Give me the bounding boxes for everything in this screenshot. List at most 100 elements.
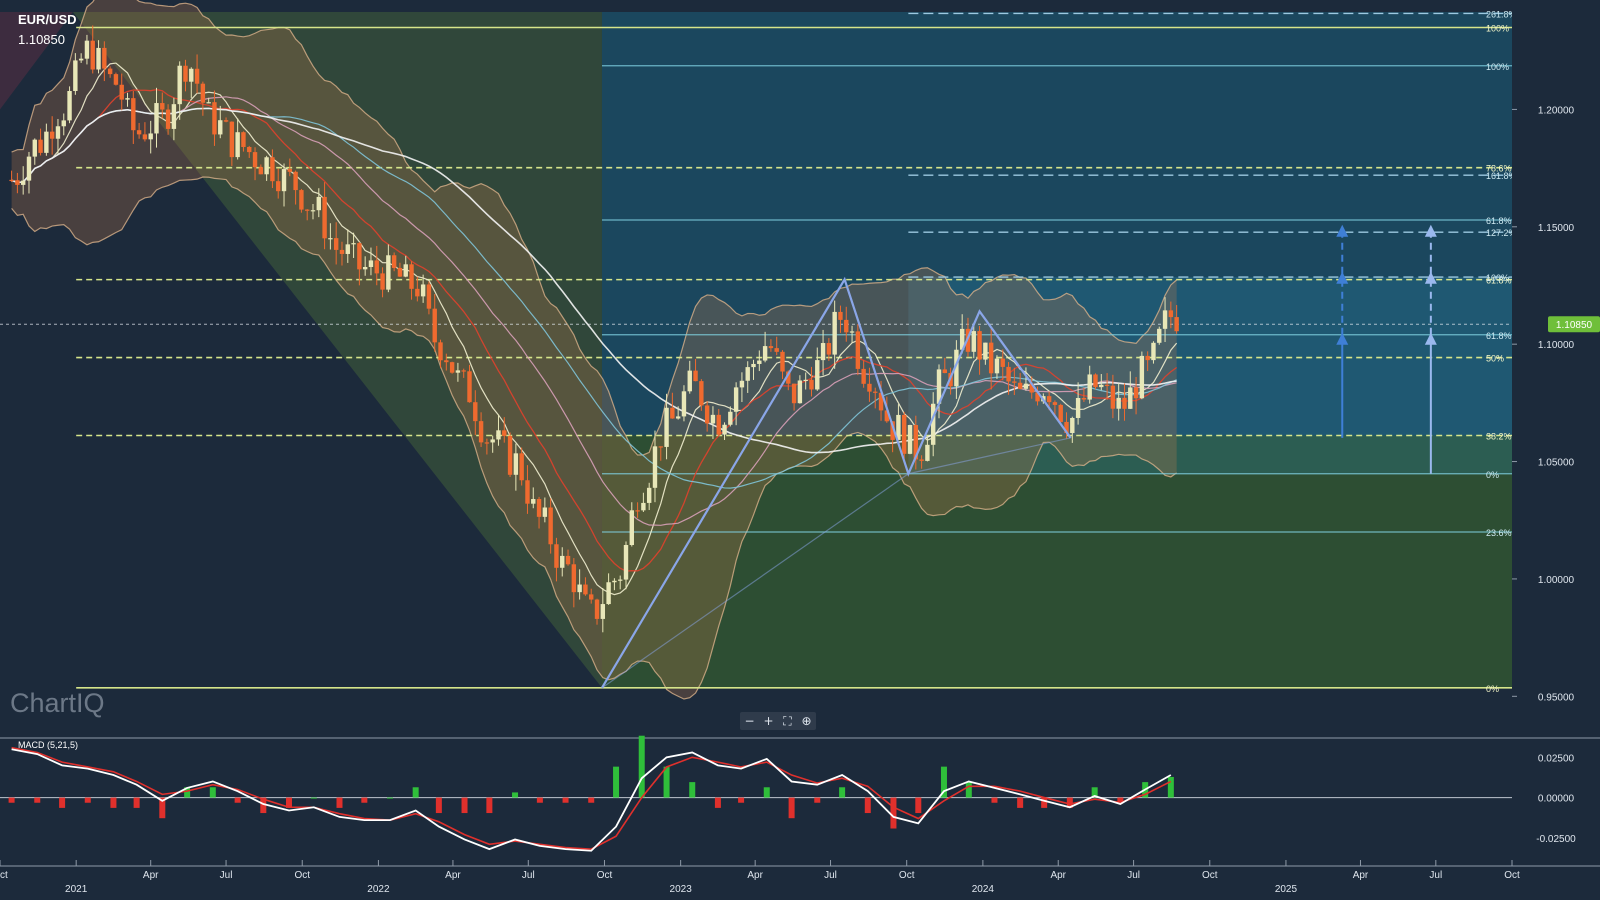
- candle-body: [183, 65, 188, 82]
- time-label: Apr: [445, 870, 461, 881]
- candle-body: [455, 370, 461, 373]
- last-price-label: 1.10850: [18, 32, 65, 47]
- candle-body: [722, 424, 727, 435]
- candle-body: [594, 599, 600, 619]
- candle-body: [142, 134, 148, 140]
- macd-histogram-bar: [84, 797, 91, 803]
- candle-body: [299, 190, 304, 210]
- candle-body: [942, 369, 947, 374]
- candle-body: [293, 171, 298, 191]
- macd-histogram-bar: [839, 787, 846, 798]
- projection-arrowhead: [1336, 224, 1349, 237]
- candle-body: [96, 47, 101, 70]
- candle-body: [762, 346, 768, 361]
- candle-body: [328, 238, 333, 240]
- candle-body: [873, 391, 878, 393]
- zoom-out-button[interactable]: −: [744, 714, 755, 728]
- time-label: 2023: [670, 884, 693, 895]
- candle-body: [733, 387, 739, 412]
- zoom-in-button[interactable]: +: [763, 714, 774, 728]
- projection-targets: [1336, 224, 1437, 474]
- time-label: Jul: [522, 870, 535, 881]
- candle-body: [177, 65, 182, 105]
- candle-body: [977, 331, 982, 360]
- candle-body: [368, 260, 374, 268]
- candle-body: [542, 507, 548, 517]
- candle-body: [345, 244, 350, 254]
- candle-body: [1058, 404, 1063, 422]
- candle-body: [606, 582, 611, 605]
- candle-body: [502, 430, 507, 436]
- axis-label: 0.95000: [1538, 692, 1575, 703]
- fib-short-label: 61.8%: [1486, 216, 1512, 226]
- candle-body: [461, 370, 466, 372]
- candle-body: [322, 196, 327, 239]
- bollinger-upper: [11, 0, 1178, 456]
- macd-histogram-bar: [738, 797, 745, 803]
- candle-body: [1012, 381, 1017, 383]
- candle-body: [32, 139, 37, 157]
- candle-body: [589, 594, 594, 600]
- macd-histogram-bar: [184, 787, 191, 798]
- candle-body: [925, 444, 930, 461]
- candle-body: [849, 331, 855, 333]
- candle-body: [768, 346, 774, 349]
- fib-short-label: 23.6%: [1486, 528, 1512, 538]
- candle-body: [699, 381, 704, 406]
- candle-body: [791, 383, 797, 404]
- fib-long-label: 50%: [1486, 354, 1504, 364]
- candle-body: [641, 502, 646, 511]
- zoom-reset-button[interactable]: ⊕: [801, 714, 812, 728]
- projection-arrowhead: [1424, 332, 1437, 345]
- candle-body: [241, 132, 246, 147]
- candle-body: [757, 360, 762, 364]
- fib-short-label: 0%: [1486, 470, 1499, 480]
- moving-averages: [11, 62, 1178, 596]
- macd-histogram-bar: [562, 797, 569, 803]
- axis-label: 1.00000: [1538, 575, 1575, 586]
- macd-histogram-bar: [613, 766, 620, 798]
- macd-histogram-bar: [1066, 797, 1073, 808]
- candle-body: [229, 121, 235, 158]
- candle-body: [136, 130, 142, 135]
- time-label: Oct: [0, 870, 8, 881]
- candle-body: [1087, 374, 1092, 400]
- projection-arrowhead: [1424, 271, 1437, 284]
- candle-body: [1174, 317, 1179, 332]
- last-price-tag-label: 1.10850: [1556, 320, 1593, 331]
- macd-histogram-bar: [361, 797, 368, 803]
- time-label: 2024: [972, 884, 995, 895]
- upper-left-zone: [0, 12, 73, 110]
- candle-body: [797, 380, 803, 404]
- candle-body: [554, 544, 559, 568]
- candle-body: [1162, 310, 1168, 329]
- candle-body: [623, 545, 629, 580]
- candle-body: [600, 604, 606, 619]
- candle-body: [1128, 387, 1133, 409]
- time-label: Oct: [294, 870, 310, 881]
- candle-body: [113, 74, 119, 85]
- candle-body: [223, 120, 229, 122]
- macd-histogram-bar: [788, 797, 795, 819]
- fib-ext-label: 100%: [1486, 273, 1509, 283]
- candle-body: [1046, 396, 1052, 403]
- candle-body: [815, 360, 820, 390]
- time-label: 2025: [1275, 884, 1298, 895]
- candle-body: [90, 40, 95, 70]
- fullscreen-button[interactable]: ⛶: [783, 714, 792, 728]
- candle-body: [739, 380, 745, 388]
- candle-body: [560, 555, 565, 568]
- candle-body: [571, 564, 577, 593]
- bollinger-lower: [11, 176, 1177, 700]
- candle-body: [1145, 355, 1150, 361]
- candle-body: [1110, 385, 1116, 409]
- candle-body: [988, 342, 994, 374]
- candle-body: [878, 392, 884, 411]
- macd-histogram-bar: [1167, 776, 1174, 798]
- time-label: Apr: [1353, 870, 1369, 881]
- candle-body: [478, 421, 484, 443]
- candle-body: [728, 411, 733, 425]
- fib-short-label: 100%: [1486, 62, 1509, 72]
- chartiq-logo: ChartIQ: [10, 688, 105, 718]
